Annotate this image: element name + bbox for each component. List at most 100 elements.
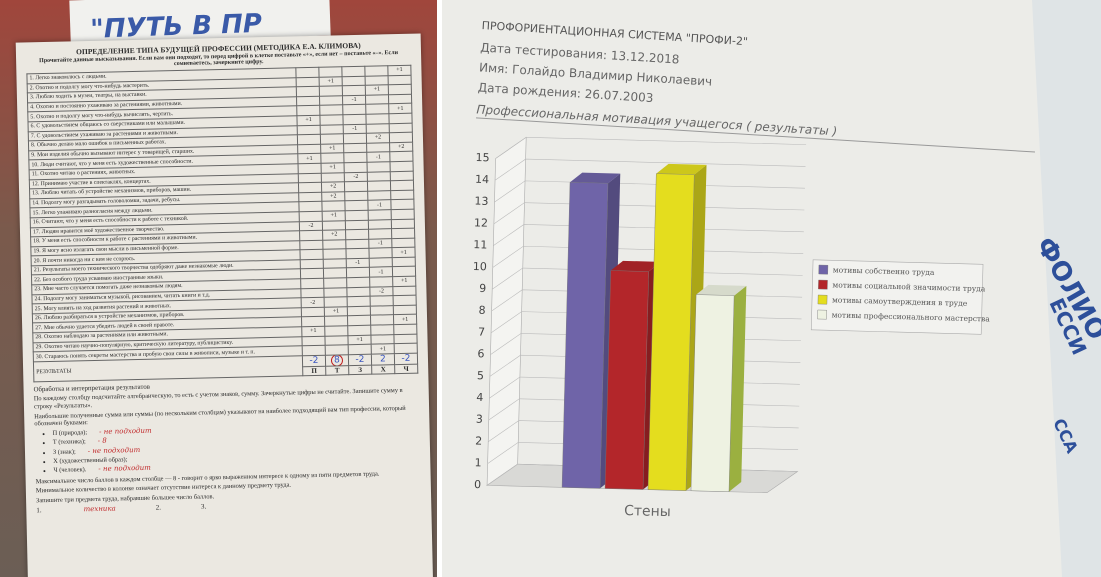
bar — [605, 271, 649, 490]
question-mark — [394, 334, 417, 344]
question-mark — [348, 344, 371, 354]
type-text: Т (техника); — [53, 439, 86, 447]
question-mark — [390, 152, 413, 162]
question-mark: +2 — [366, 133, 389, 143]
question-mark — [369, 229, 392, 239]
questionnaire-photo: "ПУТЬ В ПР ОПРЕДЕЛЕНИЕ ТИПА БУДУЩЕЙ ПРОФ… — [0, 0, 437, 577]
question-mark: +1 — [365, 85, 388, 95]
question-mark — [347, 277, 370, 287]
question-mark — [298, 144, 321, 154]
y-tick-label: 9 — [479, 282, 486, 295]
question-mark — [371, 325, 394, 335]
question-mark — [367, 181, 390, 191]
question-mark: -1 — [369, 267, 392, 277]
question-mark — [300, 250, 323, 260]
question-mark — [367, 162, 390, 172]
question-mark — [302, 317, 325, 327]
question-mark — [390, 171, 413, 181]
handwritten-note: - 8 — [98, 437, 107, 445]
question-mark — [319, 96, 342, 106]
question-mark: +1 — [322, 211, 345, 221]
question-mark — [321, 172, 344, 182]
question-mark — [323, 268, 346, 278]
page: Профориентация { "banner": "\"ПУТЬ В ПР"… — [0, 0, 1101, 577]
question-mark — [320, 115, 343, 125]
y-tick-label: 4 — [476, 391, 483, 404]
question-mark: +1 — [297, 115, 320, 125]
question-mark — [365, 95, 388, 105]
handwritten-note: - не подходит — [88, 446, 141, 455]
column-letter: Ч — [395, 364, 418, 374]
question-mark — [391, 190, 414, 200]
question-mark — [301, 307, 324, 317]
question-mark — [345, 191, 368, 201]
question-mark: +1 — [298, 154, 321, 164]
question-mark — [302, 336, 325, 346]
question-mark: -1 — [343, 124, 366, 134]
type-text: З (знак); — [53, 448, 76, 456]
question-mark — [347, 296, 370, 306]
bar — [562, 182, 608, 488]
handwritten-answer: техника — [83, 504, 115, 513]
result-value: 2 — [380, 354, 386, 364]
question-mark — [296, 86, 319, 96]
type-list: П (природа);- не подходитТ (техника);- 8… — [52, 420, 420, 475]
question-mark — [388, 94, 411, 104]
result-value: -2 — [355, 355, 364, 365]
question-mark — [391, 219, 414, 229]
result-cell: -2 — [302, 355, 325, 367]
question-mark — [394, 324, 417, 334]
question-mark — [342, 76, 365, 86]
question-mark — [345, 210, 368, 220]
question-mark — [344, 153, 367, 163]
question-mark: +2 — [321, 182, 344, 192]
question-mark — [388, 75, 411, 85]
result-value: 8 — [331, 355, 343, 367]
question-mark — [393, 305, 416, 315]
question-mark — [323, 259, 346, 269]
question-mark: +1 — [321, 163, 344, 173]
question-mark: -1 — [342, 95, 365, 105]
handwritten-note: - не подходит — [99, 426, 152, 435]
question-mark — [342, 66, 365, 76]
question-mark — [299, 192, 322, 202]
question-mark — [298, 163, 321, 173]
y-tick-label: 6 — [477, 347, 484, 360]
question-mark — [346, 248, 369, 258]
question-mark — [366, 114, 389, 124]
report-sheet: ПРОФОРИЕНТАЦИОННАЯ СИСТЕМА "ПРОФИ-2" Дат… — [442, 0, 1101, 577]
question-mark: +1 — [324, 307, 347, 317]
question-mark — [343, 133, 366, 143]
question-mark: +2 — [323, 230, 346, 240]
question-mark — [320, 134, 343, 144]
question-mark — [367, 171, 390, 181]
question-mark — [345, 201, 368, 211]
question-mark: +1 — [388, 65, 411, 75]
question-mark: -2 — [344, 172, 367, 182]
question-mark — [298, 182, 321, 192]
result-cell: 2 — [371, 353, 394, 365]
bar — [691, 295, 734, 492]
question-mark — [393, 286, 416, 296]
question-mark — [392, 267, 415, 277]
result-value: -2 — [309, 356, 318, 366]
question-mark: +1 — [389, 104, 412, 114]
question-mark — [365, 75, 388, 85]
type-text: Х (художественный образ); — [53, 456, 127, 465]
question-mark — [367, 142, 390, 152]
legend-swatch — [818, 280, 827, 289]
question-mark — [296, 67, 319, 77]
question-mark: -1 — [369, 238, 392, 248]
question-mark — [343, 114, 366, 124]
x-tick-label: Стены — [624, 503, 671, 520]
question-mark — [391, 209, 414, 219]
question-mark — [392, 228, 415, 238]
question-mark — [346, 268, 369, 278]
question-mark — [371, 334, 394, 344]
result-value: -2 — [401, 354, 410, 364]
question-mark — [389, 113, 412, 123]
y-tick-label: 7 — [478, 326, 485, 339]
question-mark — [388, 84, 411, 94]
type-text: Ч (человек). — [53, 466, 86, 474]
